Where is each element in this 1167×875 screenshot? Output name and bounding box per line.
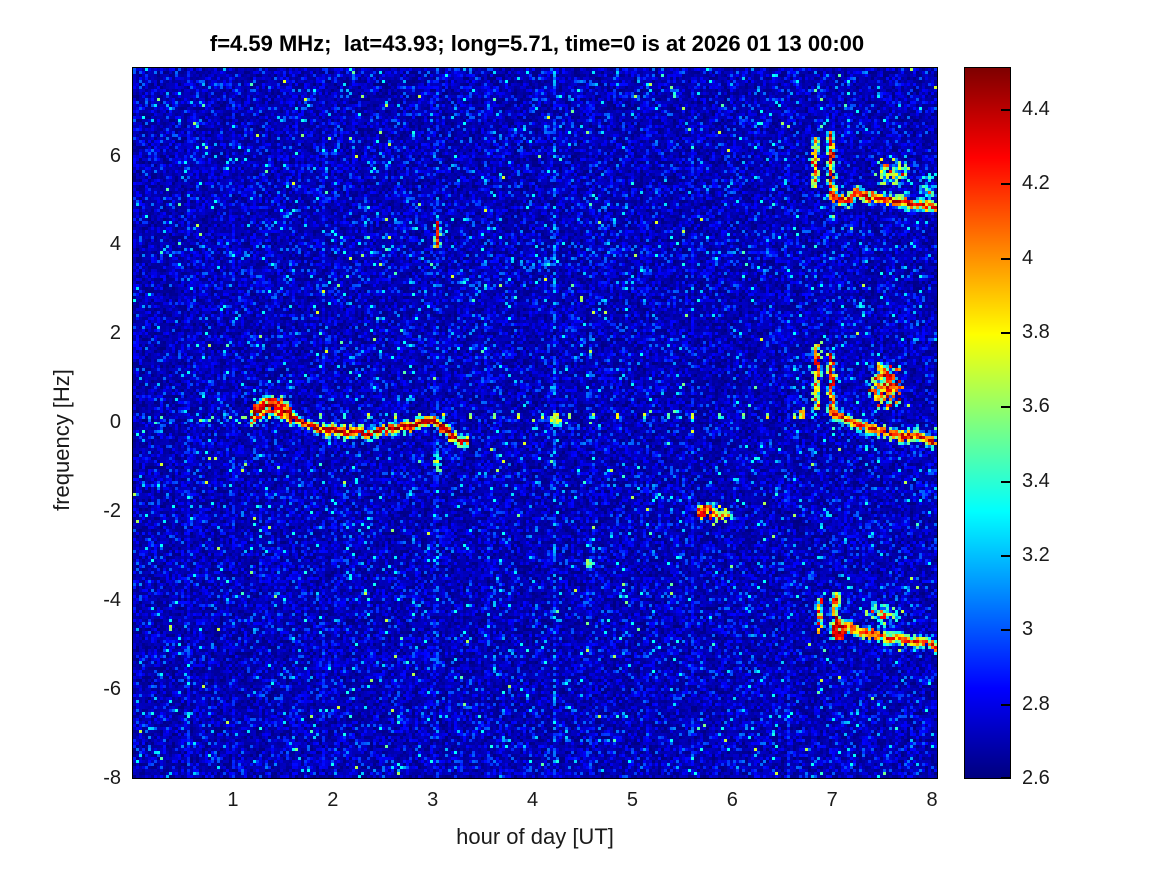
chart-title: f=4.59 MHz; lat=43.93; long=5.71, time=0… [209, 31, 865, 56]
y-tick-label: 4 [109, 233, 121, 256]
y-tick-label: -8 [103, 767, 121, 789]
y-tick-label: 6 [109, 144, 121, 167]
x-tick-label: 5 [626, 789, 638, 811]
x-axis-label: hour of day [UT] [456, 824, 614, 849]
colorbar-tick-label: 3 [1022, 618, 1034, 641]
x-tick-label: 4 [526, 789, 539, 811]
colorbar-tick-label: 4.4 [1022, 97, 1050, 120]
x-tick-label: 1 [227, 789, 239, 811]
y-tick-label: -2 [103, 500, 121, 523]
colorbar-tick-label: 3.2 [1022, 543, 1050, 566]
x-tick-label: 3 [427, 789, 439, 811]
y-tick-label: -6 [103, 678, 121, 701]
y-axis-label: frequency [Hz] [49, 369, 74, 511]
x-tick-label: 2 [327, 789, 339, 811]
colorbar-tick-label: 3.8 [1022, 320, 1050, 343]
y-tick-label: -4 [103, 589, 121, 612]
colorbar-tick-label: 4 [1022, 246, 1034, 269]
colorbar-tick-label: 3.4 [1022, 469, 1050, 492]
colorbar-gradient [965, 68, 1010, 778]
colorbar-tick-label: 2.8 [1022, 692, 1050, 715]
colorbar-tick-label: 2.6 [1022, 767, 1050, 789]
colorbar-tick-label: 4.2 [1022, 172, 1050, 195]
x-tick-label: 8 [926, 789, 938, 811]
x-tick-label: 6 [726, 789, 738, 811]
x-tick-label: 7 [826, 789, 838, 811]
spectrogram-heatmap [133, 68, 937, 778]
y-tick-label: 2 [109, 322, 121, 345]
colorbar-tick-label: 3.6 [1022, 395, 1050, 418]
y-tick-label: 0 [109, 411, 121, 434]
